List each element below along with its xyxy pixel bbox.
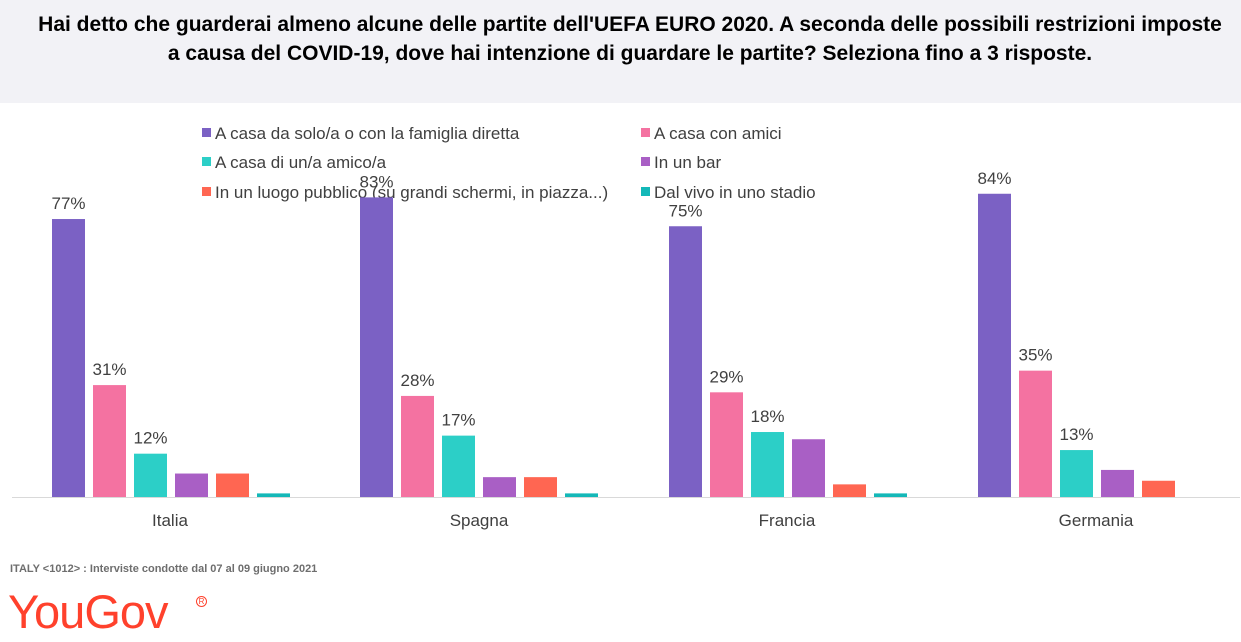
bar — [792, 439, 825, 497]
legend-item: A casa di un/a amico/a — [202, 153, 387, 172]
bar-group-italia: 77% 31% 12% — [51, 194, 290, 497]
bar — [1060, 450, 1093, 497]
legend-item: In un luogo pubblico (su grandi schermi,… — [202, 183, 608, 202]
bar — [1101, 469, 1134, 497]
legend-item: A casa da solo/a o con la famiglia diret… — [202, 124, 520, 143]
bar — [978, 193, 1011, 497]
legend-label: A casa di un/a amico/a — [215, 153, 387, 172]
category-label: Spagna — [450, 511, 509, 530]
bar — [1019, 370, 1052, 497]
bar — [175, 473, 208, 497]
bar-group-germania: 84% 35% 13% — [977, 169, 1175, 497]
data-label: 35% — [1018, 346, 1052, 365]
data-label: 28% — [400, 371, 434, 390]
data-label: 12% — [133, 429, 167, 448]
legend-item: A casa con amici — [641, 124, 782, 143]
bar — [483, 477, 516, 497]
category-label: Francia — [759, 511, 816, 530]
bar — [565, 493, 598, 497]
legend-item: Dal vivo in uno stadio — [641, 183, 816, 202]
bar-chart: A casa da solo/a o con la famiglia diret… — [12, 124, 1240, 530]
data-label: 31% — [92, 360, 126, 379]
bars: 77% 31% 12% 83% 28% 17% 75% 29% 18% 84% 35% 13% — [51, 169, 1175, 497]
bar — [710, 392, 743, 497]
category-label: Germania — [1059, 511, 1134, 530]
bar — [360, 197, 393, 497]
bar — [833, 484, 866, 497]
legend: A casa da solo/a o con la famiglia diret… — [202, 124, 816, 202]
data-label: 83% — [359, 172, 393, 191]
legend-swatch — [641, 128, 650, 137]
bar — [401, 395, 434, 497]
title-band: Hai detto che guarderai almeno alcune de… — [0, 0, 1241, 103]
data-label: 29% — [709, 367, 743, 386]
legend-label: A casa con amici — [654, 124, 782, 143]
category-label: Italia — [152, 511, 188, 530]
data-label: 17% — [441, 411, 475, 430]
category-labels: Italia Spagna Francia Germania — [152, 511, 1134, 530]
data-label: 18% — [750, 407, 784, 426]
bar — [874, 493, 907, 497]
data-label: 84% — [977, 169, 1011, 188]
bar — [52, 219, 85, 497]
bar — [1142, 480, 1175, 497]
yougov-logo: YouGov — [8, 585, 169, 638]
chart-title: Hai detto che guarderai almeno alcune de… — [38, 13, 1222, 65]
footnote: ITALY <1012> : Interviste condotte dal 0… — [10, 563, 318, 575]
bar — [442, 435, 475, 497]
bar — [93, 385, 126, 497]
legend-swatch — [202, 187, 211, 196]
data-label: 13% — [1059, 425, 1093, 444]
legend-swatch — [202, 157, 211, 166]
legend-swatch — [202, 128, 211, 137]
data-label: 75% — [668, 201, 702, 220]
bar — [751, 432, 784, 497]
legend-item: In un bar — [641, 153, 721, 172]
legend-label: In un luogo pubblico (su grandi schermi,… — [215, 183, 608, 202]
bar-group-spagna: 83% 28% 17% — [359, 172, 598, 497]
bar — [257, 493, 290, 497]
legend-swatch — [641, 187, 650, 196]
data-label: 77% — [51, 194, 85, 213]
legend-swatch — [641, 157, 650, 166]
bar — [134, 453, 167, 497]
registered-mark-icon: R — [196, 596, 207, 607]
bar — [669, 226, 702, 497]
bar — [524, 477, 557, 497]
bar — [216, 473, 249, 497]
bar-group-francia: 75% 29% 18% — [668, 201, 907, 497]
legend-label: Dal vivo in uno stadio — [654, 183, 816, 202]
legend-label: In un bar — [654, 153, 721, 172]
legend-label: A casa da solo/a o con la famiglia diret… — [215, 124, 520, 143]
